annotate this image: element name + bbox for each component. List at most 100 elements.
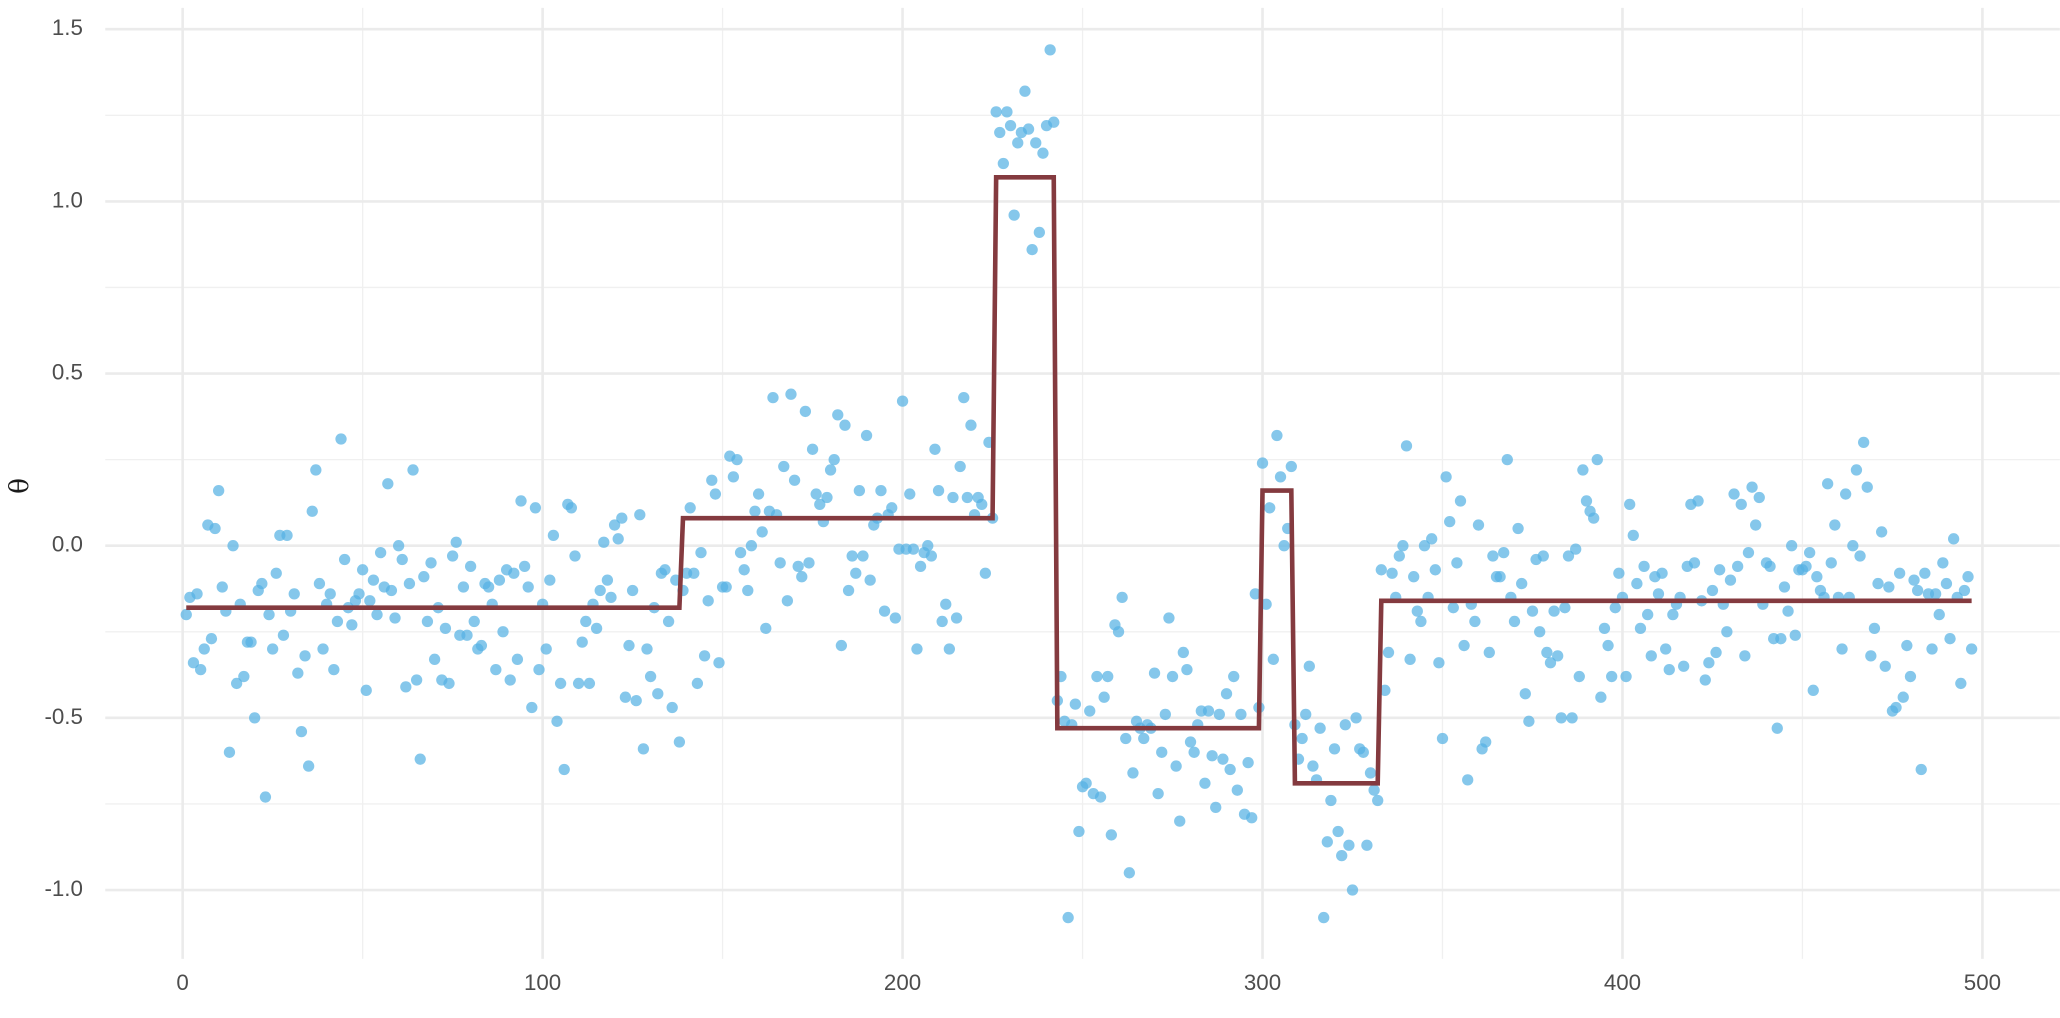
scatter-point [886,502,898,514]
scatter-point [965,419,977,431]
scatter-point [1400,440,1413,452]
scatter-point [515,495,527,507]
scatter-point [583,677,596,690]
scatter-point [1811,571,1823,583]
scatter-point [421,615,434,628]
scatter-point [641,643,653,655]
scatter-point [1228,670,1240,683]
scatter-point [1523,715,1535,727]
scatter-point [947,491,959,504]
scatter-point [1577,464,1589,476]
scatter-point [652,688,664,700]
scatter-point [317,643,329,655]
scatter-point [1552,650,1564,662]
scatter-point [1516,577,1528,590]
scatter-point [1494,571,1506,583]
scatter-point [1875,526,1888,538]
scatter-point [346,619,358,631]
scatter-point [616,512,628,524]
y-tick-label: 1.5 [52,15,83,40]
scatter-point [1433,657,1445,669]
scatter-point [1710,646,1722,659]
scatter-point [914,560,927,573]
scatter-point [1753,491,1765,504]
scatter-point [1224,763,1236,776]
scatter-point [209,522,221,535]
scatter-point [1379,684,1391,696]
scatter-point [846,550,858,562]
scatter-point [1667,608,1679,621]
scatter-point [338,553,351,566]
scatter-point [212,484,225,497]
scatter-point [1163,612,1175,624]
scatter-point [803,557,815,569]
scatter-point [767,392,779,404]
scatter-point [1642,608,1654,621]
scatter-point [1739,650,1751,662]
scatter-point [1447,602,1459,614]
scatter-point [360,684,372,696]
scatter-point [1857,436,1870,449]
scatter-point [1469,615,1481,628]
scatter-point [1429,564,1441,576]
x-tick-label: 400 [1604,970,1641,995]
scatter-point [1613,567,1625,579]
scatter-point [1933,608,1945,621]
scatter-point [1940,577,1953,590]
scatter-point [1836,643,1848,655]
scatter-point [1339,719,1351,731]
scatter-point [601,574,614,586]
scatter-point [533,664,545,676]
x-tick-label: 100 [524,970,561,995]
scatter-point [1235,708,1247,721]
scatter-point [223,746,236,758]
scatter-point [1897,691,1909,703]
scatter-point [1519,688,1531,700]
scatter-point [1156,746,1168,758]
scatter-point [842,584,855,597]
scatter-point [1325,794,1337,807]
scatter-point [828,453,840,466]
scatter-point [806,443,819,455]
scatter-point [1746,481,1758,493]
scatter-point [688,567,700,579]
scatter-point [734,546,747,559]
scatter-point [1645,650,1657,662]
scatter-point [860,429,873,442]
scatter-point [1199,777,1211,789]
scatter-point [760,622,772,634]
scatter-point [551,715,563,727]
scatter-point [1454,495,1467,507]
scatter-point [1346,884,1359,896]
scatter-point [662,615,675,628]
scatter-point [864,574,876,586]
scatter-point [356,564,369,576]
scatter-point [1728,488,1740,500]
scatter-point [1512,522,1524,535]
scatter-point [1256,457,1269,469]
scatter-point [1328,743,1341,755]
scatter-point [691,677,704,690]
scatter-point [439,622,452,634]
scatter-point [490,664,502,676]
scatter-point [936,615,948,628]
scatter-point [1278,540,1290,552]
scatter-point [1411,605,1423,617]
scatter-point [1955,677,1967,690]
scatter-point [374,546,387,559]
scatter-point [1548,605,1560,617]
scatter-point [1947,533,1960,545]
scatter-point [742,584,754,597]
scatter-point [400,681,412,693]
scatter-point [1850,464,1863,476]
scatter-point [756,526,768,538]
scatter-point [1829,519,1841,531]
scatter-point [1210,801,1222,814]
scatter-point [1030,137,1042,149]
scatter-point [558,763,570,776]
scatter-point [713,657,725,669]
scatter-point [1008,209,1020,221]
scatter-point [1120,732,1132,745]
scatter-point [1566,712,1578,724]
